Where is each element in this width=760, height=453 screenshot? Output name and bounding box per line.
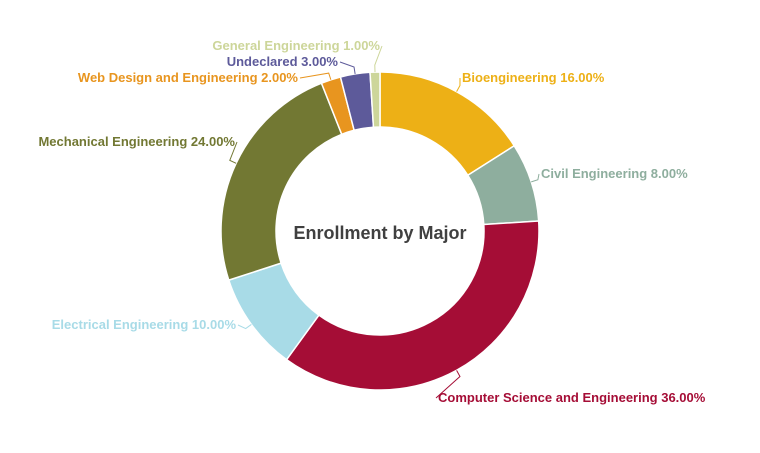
leader-line <box>229 141 238 164</box>
leader-line <box>237 324 252 330</box>
slice-general-engineering[interactable] <box>369 71 381 129</box>
leader-line <box>456 77 461 92</box>
chart-title: Enrollment by Major <box>293 223 466 243</box>
leader-line <box>339 61 356 75</box>
leader-line <box>299 72 332 80</box>
slice-label: General Engineering 1.00% <box>212 38 380 53</box>
leader-line <box>531 173 540 183</box>
slice-label: Undeclared 3.00% <box>227 54 339 69</box>
slice-label: Computer Science and Engineering 36.00% <box>438 390 706 405</box>
slice-label: Mechanical Engineering 24.00% <box>38 134 235 149</box>
slice-label: Web Design and Engineering 2.00% <box>78 70 299 85</box>
slice-label: Electrical Engineering 10.00% <box>52 317 237 332</box>
slice-computer-science-and-engineering[interactable] <box>285 220 540 391</box>
leader-lines <box>229 45 540 399</box>
slices <box>220 71 540 391</box>
slice-mechanical-engineering[interactable] <box>220 82 343 282</box>
slice-label: Bioengineering 16.00% <box>462 70 605 85</box>
leader-line <box>435 370 461 399</box>
leader-line <box>374 45 383 73</box>
slice-label: Civil Engineering 8.00% <box>541 166 688 181</box>
slice-labels: Bioengineering 16.00% Civil Engineering 8… <box>38 38 705 405</box>
